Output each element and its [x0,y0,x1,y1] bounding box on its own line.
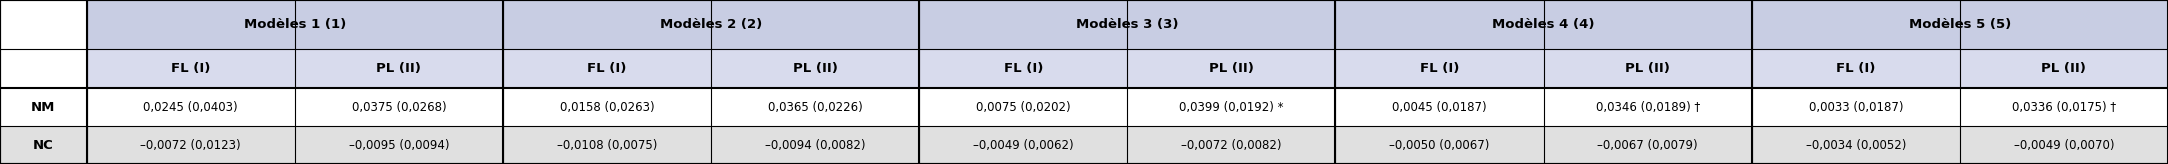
Bar [1127,126,1335,164]
Text: Modèles 5 (5): Modèles 5 (5) [1908,18,2012,31]
Bar [1335,0,1752,49]
Text: PL (II): PL (II) [793,62,837,75]
Bar [295,88,503,126]
Bar [1127,49,1335,88]
Text: –0,0050 (0,0067): –0,0050 (0,0067) [1390,139,1489,152]
Bar [1960,49,2168,88]
Text: Modèles 2 (2): Modèles 2 (2) [659,18,763,31]
Bar [1960,126,2168,164]
Bar [503,126,711,164]
Text: Modèles 3 (3): Modèles 3 (3) [1075,18,1179,31]
Bar [0,0,87,49]
Text: –0,0049 (0,0070): –0,0049 (0,0070) [2014,139,2114,152]
Text: Modèles 4 (4): Modèles 4 (4) [1492,18,1596,31]
Bar [503,49,711,88]
Bar [1335,49,1544,88]
Bar [919,0,1335,49]
Bar [711,49,919,88]
Text: FL (I): FL (I) [1004,62,1043,75]
Text: –0,0049 (0,0062): –0,0049 (0,0062) [973,139,1073,152]
Text: –0,0072 (0,0123): –0,0072 (0,0123) [141,139,241,152]
Bar [87,88,295,126]
Bar [0,88,87,126]
Text: 0,0075 (0,0202): 0,0075 (0,0202) [976,101,1071,113]
Text: 0,0346 (0,0189) †: 0,0346 (0,0189) † [1596,101,1700,113]
Bar [87,49,295,88]
Text: FL (I): FL (I) [588,62,627,75]
Bar [1127,88,1335,126]
Bar [919,88,1127,126]
Text: 0,0336 (0,0175) †: 0,0336 (0,0175) † [2012,101,2116,113]
Text: 0,0158 (0,0263): 0,0158 (0,0263) [559,101,655,113]
Bar [503,0,919,49]
Bar [0,126,87,164]
Bar [1752,49,1960,88]
Bar [503,88,711,126]
Text: 0,0245 (0,0403): 0,0245 (0,0403) [143,101,238,113]
Text: –0,0094 (0,0082): –0,0094 (0,0082) [765,139,865,152]
Bar [1752,88,1960,126]
Text: FL (I): FL (I) [1836,62,1875,75]
Bar [87,0,503,49]
Text: –0,0095 (0,0094): –0,0095 (0,0094) [349,139,449,152]
Text: –0,0108 (0,0075): –0,0108 (0,0075) [557,139,657,152]
Text: PL (II): PL (II) [377,62,421,75]
Bar [919,126,1127,164]
Bar [1752,126,1960,164]
Bar [1544,49,1752,88]
Bar [1544,126,1752,164]
Text: 0,0033 (0,0187): 0,0033 (0,0187) [1808,101,1904,113]
Text: –0,0072 (0,0082): –0,0072 (0,0082) [1182,139,1281,152]
Bar [87,126,295,164]
Bar [295,126,503,164]
Text: Modèles 1 (1): Modèles 1 (1) [243,18,347,31]
Bar [711,88,919,126]
Text: PL (II): PL (II) [1210,62,1253,75]
Text: 0,0365 (0,0226): 0,0365 (0,0226) [767,101,863,113]
Bar [1335,126,1544,164]
Text: PL (II): PL (II) [1626,62,1669,75]
Bar [711,126,919,164]
Bar [1752,0,2168,49]
Bar [1960,88,2168,126]
Text: –0,0067 (0,0079): –0,0067 (0,0079) [1598,139,1698,152]
Text: 0,0375 (0,0268): 0,0375 (0,0268) [351,101,447,113]
Bar [919,49,1127,88]
Text: FL (I): FL (I) [171,62,210,75]
Text: –0,0034 (0,0052): –0,0034 (0,0052) [1806,139,1906,152]
Bar [1544,88,1752,126]
Text: FL (I): FL (I) [1420,62,1459,75]
Text: PL (II): PL (II) [2042,62,2086,75]
Text: 0,0399 (0,0192) *: 0,0399 (0,0192) * [1179,101,1283,113]
Text: NC: NC [33,139,54,152]
Text: 0,0045 (0,0187): 0,0045 (0,0187) [1392,101,1487,113]
Bar [295,49,503,88]
Bar [1335,88,1544,126]
Bar [0,49,87,88]
Text: NM: NM [30,101,56,113]
